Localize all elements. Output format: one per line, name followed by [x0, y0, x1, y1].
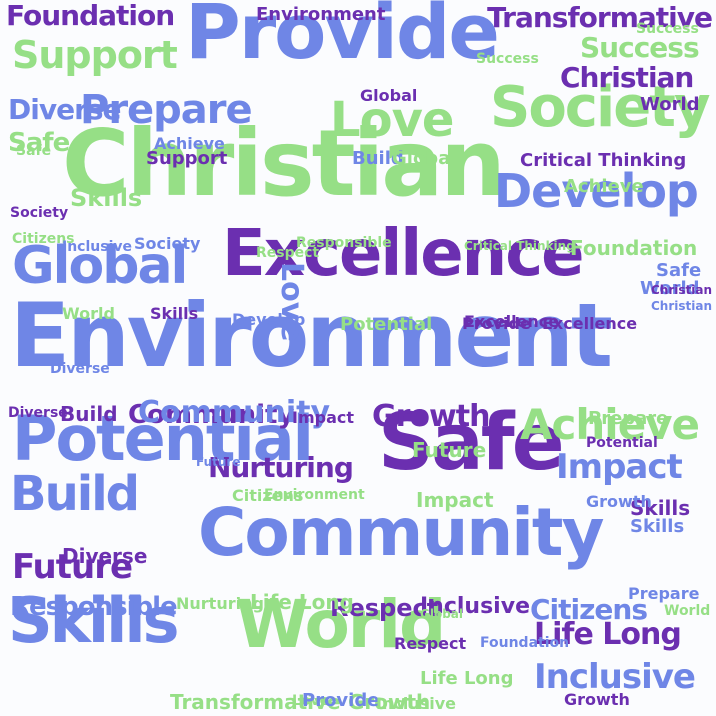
- cloud-word: Skills: [630, 496, 691, 520]
- cloud-word: World: [62, 304, 115, 323]
- cloud-word: Future: [196, 455, 241, 469]
- cloud-word: Community: [198, 494, 604, 571]
- cloud-word: Safe: [378, 398, 565, 488]
- cloud-word: Growth: [564, 690, 630, 709]
- cloud-word: Skills: [150, 304, 199, 323]
- cloud-word: Skills: [70, 184, 143, 212]
- cloud-word: Impact: [292, 408, 355, 427]
- cloud-word: Citizens: [12, 231, 75, 247]
- cloud-word: Foundation: [480, 635, 570, 651]
- cloud-word: Build: [10, 466, 140, 522]
- cloud-word: Foundation: [570, 236, 698, 260]
- cloud-word: Nurturing: [208, 451, 354, 484]
- cloud-word: World: [236, 586, 446, 663]
- cloud-word: Responsible: [296, 235, 392, 251]
- cloud-word: Diverse: [8, 405, 68, 421]
- cloud-word: Provide: [302, 690, 380, 711]
- cloud-word: Achieve: [564, 176, 644, 197]
- cloud-word: Christian: [560, 61, 694, 94]
- cloud-word: Inclusive: [420, 594, 530, 619]
- cloud-word: Christian: [62, 110, 506, 217]
- cloud-word: Respect: [256, 245, 320, 261]
- cloud-word: Growth: [586, 492, 652, 511]
- cloud-word: Safe: [8, 128, 70, 158]
- cloud-word: Develop: [494, 164, 699, 218]
- cloud-word: Community: [128, 400, 295, 430]
- cloud-word: Christian: [650, 299, 712, 313]
- cloud-word: Life Long: [420, 668, 514, 689]
- cloud-word: Success: [636, 21, 699, 37]
- cloud-word: World: [640, 94, 700, 115]
- cloud-word: Critical Thinking: [520, 150, 687, 171]
- cloud-word: Potential: [12, 402, 314, 475]
- cloud-word: Society: [134, 234, 201, 253]
- cloud-word: Success: [476, 51, 539, 67]
- cloud-word: Life Long: [534, 617, 682, 652]
- cloud-word: Diverse: [62, 544, 148, 568]
- cloud-word: Responsible: [10, 592, 178, 622]
- cloud-word: Prepare: [80, 87, 253, 133]
- cloud-word: Inclusive: [376, 694, 456, 713]
- cloud-word: Prepare: [628, 584, 700, 603]
- cloud-word: Environment: [10, 284, 613, 387]
- cloud-word: Society: [490, 75, 710, 140]
- cloud-word: Global: [360, 86, 418, 105]
- cloud-word: Life Long: [250, 590, 354, 614]
- cloud-word: Excellence: [464, 312, 560, 331]
- cloud-word: Love: [274, 262, 309, 342]
- cloud-word: Success: [580, 31, 700, 64]
- cloud-word: Christian: [650, 283, 712, 297]
- cloud-word: Potential: [340, 314, 433, 335]
- cloud-word: Excellence: [222, 217, 585, 291]
- cloud-word: Achieve: [520, 400, 700, 449]
- cloud-word: Inclusive: [534, 657, 696, 697]
- cloud-word: Skills: [630, 516, 685, 537]
- cloud-word: Citizens: [232, 486, 304, 505]
- cloud-word: Safe: [16, 143, 52, 159]
- cloud-word: Transformative: [170, 690, 341, 714]
- cloud-word: Develop: [232, 310, 306, 329]
- cloud-word: Growth: [348, 690, 431, 714]
- cloud-word: Prepare: [588, 408, 669, 429]
- cloud-word: Potential: [586, 435, 658, 451]
- cloud-word: Diverse: [8, 93, 122, 126]
- cloud-word: Safe: [656, 260, 702, 281]
- cloud-word: Citizens: [530, 593, 648, 626]
- cloud-word: Environment: [256, 4, 386, 25]
- cloud-word: Love: [330, 92, 454, 148]
- cloud-word: World: [640, 278, 700, 299]
- cloud-word: Support: [12, 33, 178, 77]
- cloud-word: Future: [412, 438, 487, 462]
- cloud-word: Global: [12, 236, 188, 296]
- cloud-word: Society: [10, 205, 69, 221]
- cloud-word: Nurturing: [176, 594, 264, 613]
- cloud-word: Provide: [185, 0, 500, 76]
- cloud-word: Transformative: [487, 1, 713, 34]
- cloud-word: Impact: [556, 447, 683, 487]
- cloud-word: Future: [12, 547, 133, 587]
- cloud-word: Provide: [462, 314, 531, 333]
- cloud-word: Respect: [394, 634, 467, 653]
- cloud-word: Love: [292, 693, 330, 709]
- cloud-word: Support: [146, 148, 228, 169]
- cloud-word: Achieve: [154, 134, 225, 153]
- cloud-word: Community: [138, 395, 331, 430]
- cloud-word: Global: [420, 607, 464, 621]
- cloud-word: Critical Thinking: [464, 239, 575, 253]
- cloud-word: Growth: [372, 399, 490, 434]
- cloud-word: Global: [392, 148, 457, 169]
- cloud-word: Excellence: [542, 314, 638, 333]
- cloud-word: World: [664, 603, 711, 619]
- cloud-word: Build: [352, 148, 404, 169]
- cloud-word: Foundation: [6, 0, 175, 32]
- cloud-word: Build: [60, 402, 118, 426]
- cloud-word: Respect: [330, 594, 439, 622]
- cloud-word: Impact: [416, 488, 494, 512]
- cloud-word: Inclusive: [62, 239, 132, 255]
- cloud-word: Diverse: [50, 361, 110, 377]
- cloud-word: Skills: [8, 584, 180, 657]
- cloud-word: Environment: [264, 487, 365, 503]
